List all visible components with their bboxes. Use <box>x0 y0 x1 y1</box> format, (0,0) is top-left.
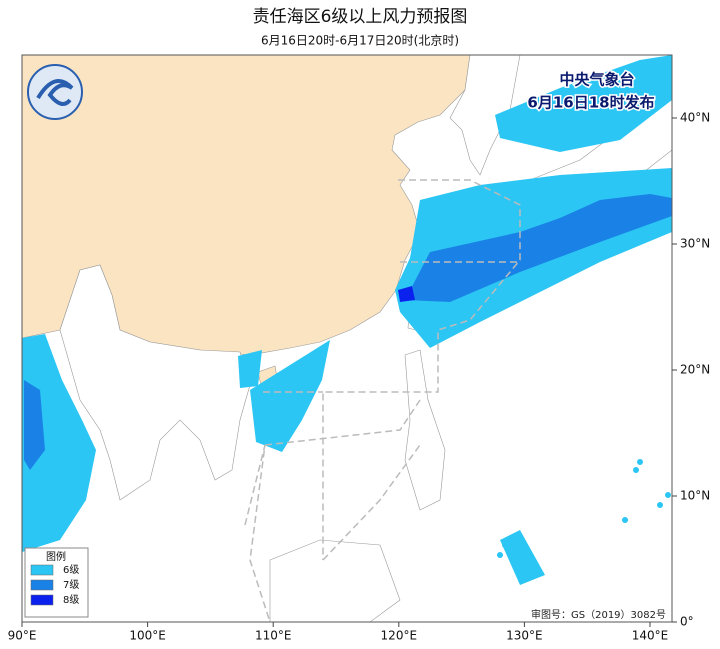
wind-spot <box>502 542 508 548</box>
map-frame <box>21 54 673 623</box>
wind-area <box>24 380 45 470</box>
lon-label: 90°E <box>8 629 37 643</box>
lon-label: 130°E <box>506 629 543 643</box>
responsibility-lines <box>244 179 521 623</box>
lon-label: 120°E <box>381 629 418 643</box>
wind-spot <box>637 459 643 465</box>
issuer-name: 中央气象台 <box>559 71 634 89</box>
wind-spot <box>497 552 503 558</box>
wind-spot <box>633 467 639 473</box>
lat-label: 0° <box>680 615 694 629</box>
korea-japan <box>449 54 521 176</box>
wind-spot <box>657 502 663 508</box>
lon-label: 100°E <box>129 629 166 643</box>
logo <box>27 64 83 120</box>
wind-area <box>495 55 672 152</box>
lat-label: 20°N <box>680 363 710 377</box>
legend: 图例 6级 7级 8级 <box>24 547 89 618</box>
legend-swatch <box>30 579 54 591</box>
wind-areas <box>22 55 672 585</box>
wind-area <box>238 350 262 388</box>
wind-area <box>405 194 672 302</box>
lat-label: 40°N <box>680 111 710 125</box>
other-land <box>59 264 251 501</box>
legend-title: 图例 <box>46 550 66 563</box>
borneo <box>269 539 401 623</box>
lon-label: 140°E <box>632 629 669 643</box>
legend-swatch <box>30 594 54 606</box>
approval: 审图号：GS（2019）3082号 <box>531 608 666 621</box>
axis-ticks: 90°E 100°E 110°E 120°E 130°E 140°E 0° 10°N 20°N 3… <box>8 111 711 643</box>
lat-label: 30°N <box>680 237 710 251</box>
wind-area <box>250 340 330 452</box>
legend-label: 6级 <box>63 564 79 576</box>
map <box>21 54 673 623</box>
wind-spot <box>665 492 671 498</box>
wind-area <box>398 286 415 302</box>
lat-label: 10°N <box>680 489 710 503</box>
wind-area <box>500 530 545 585</box>
issue-time: 6月16日18时发布 <box>527 94 654 112</box>
legend-label: 8级 <box>63 594 79 606</box>
lon-label: 110°E <box>255 629 292 643</box>
legend-label: 7级 <box>63 579 79 591</box>
legend-swatch <box>30 564 54 576</box>
philippines <box>404 349 446 511</box>
title: 责任海区6级以上风力预报图 <box>253 7 468 27</box>
wind-spot <box>622 517 628 523</box>
subtitle: 6月16日20时-6月17日20时(北京时) <box>261 34 459 48</box>
wind-area <box>22 334 96 552</box>
